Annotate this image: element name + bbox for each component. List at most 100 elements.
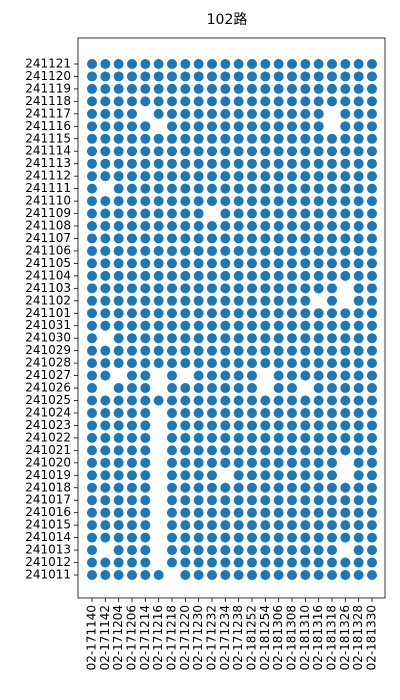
point xyxy=(87,358,97,369)
point xyxy=(313,532,324,543)
point xyxy=(353,370,364,381)
point xyxy=(87,83,97,94)
point xyxy=(247,96,257,107)
point xyxy=(273,295,284,306)
point xyxy=(273,320,284,331)
point xyxy=(367,407,377,418)
point xyxy=(353,270,364,281)
point xyxy=(220,83,231,94)
point xyxy=(193,96,204,107)
point xyxy=(353,208,364,219)
point xyxy=(153,395,164,406)
point xyxy=(180,158,191,169)
point xyxy=(260,407,271,418)
point xyxy=(100,196,111,207)
point xyxy=(273,59,284,69)
point xyxy=(220,96,231,107)
point xyxy=(167,221,177,232)
x-tick-label: 02-171232 xyxy=(205,605,219,670)
x-tick-label: 02-181252 xyxy=(245,605,259,670)
point xyxy=(313,395,324,406)
point xyxy=(353,308,364,319)
point xyxy=(260,570,271,580)
point xyxy=(233,83,244,94)
point xyxy=(367,208,377,219)
point xyxy=(87,146,97,157)
point xyxy=(113,470,124,481)
x-tick-label: 02-181254 xyxy=(258,605,272,670)
point xyxy=(113,71,124,82)
point xyxy=(247,133,257,144)
point xyxy=(127,258,137,269)
point xyxy=(247,557,257,568)
y-tick-label: 241119 xyxy=(25,81,71,95)
point xyxy=(340,308,351,319)
point xyxy=(220,245,231,256)
point xyxy=(207,59,217,69)
point xyxy=(220,570,231,580)
y-tick-label: 241025 xyxy=(25,393,71,407)
point xyxy=(153,308,164,319)
point xyxy=(193,395,204,406)
point xyxy=(140,445,151,456)
x-tick-label: 02-171220 xyxy=(178,605,192,670)
point xyxy=(167,245,177,256)
point xyxy=(140,308,151,319)
point xyxy=(353,283,364,294)
point xyxy=(287,71,297,82)
point xyxy=(313,146,324,157)
point xyxy=(140,457,151,468)
point xyxy=(340,208,351,219)
point xyxy=(127,83,137,94)
point xyxy=(180,83,191,94)
point xyxy=(140,233,151,244)
point xyxy=(300,196,311,207)
point xyxy=(233,345,244,356)
point xyxy=(233,59,244,69)
point xyxy=(167,470,177,481)
point xyxy=(260,121,271,132)
point xyxy=(367,383,377,394)
point xyxy=(327,295,337,306)
point xyxy=(353,59,364,69)
point xyxy=(140,358,151,369)
point xyxy=(300,520,311,531)
point xyxy=(140,320,151,331)
point xyxy=(100,395,111,406)
point xyxy=(113,432,124,443)
point xyxy=(247,532,257,543)
y-tick-label: 241013 xyxy=(25,543,71,557)
point xyxy=(220,221,231,232)
y-tick-label: 241105 xyxy=(25,256,71,270)
point xyxy=(367,196,377,207)
point xyxy=(367,233,377,244)
point xyxy=(260,295,271,306)
point xyxy=(100,495,111,506)
x-tick-label: 02-171216 xyxy=(151,605,165,670)
point xyxy=(167,233,177,244)
point xyxy=(247,383,257,394)
point xyxy=(180,570,191,580)
point xyxy=(260,270,271,281)
point xyxy=(353,108,364,119)
point xyxy=(367,370,377,381)
point xyxy=(300,557,311,568)
point xyxy=(260,258,271,269)
point xyxy=(207,258,217,269)
point xyxy=(113,258,124,269)
point xyxy=(140,570,151,580)
point xyxy=(180,308,191,319)
point xyxy=(193,407,204,418)
point xyxy=(220,520,231,531)
point xyxy=(327,320,337,331)
y-tick-label: 241106 xyxy=(25,243,71,257)
point xyxy=(287,196,297,207)
point xyxy=(167,96,177,107)
point xyxy=(273,196,284,207)
point xyxy=(300,345,311,356)
point xyxy=(340,395,351,406)
point xyxy=(87,457,97,468)
point xyxy=(113,570,124,580)
point xyxy=(233,520,244,531)
